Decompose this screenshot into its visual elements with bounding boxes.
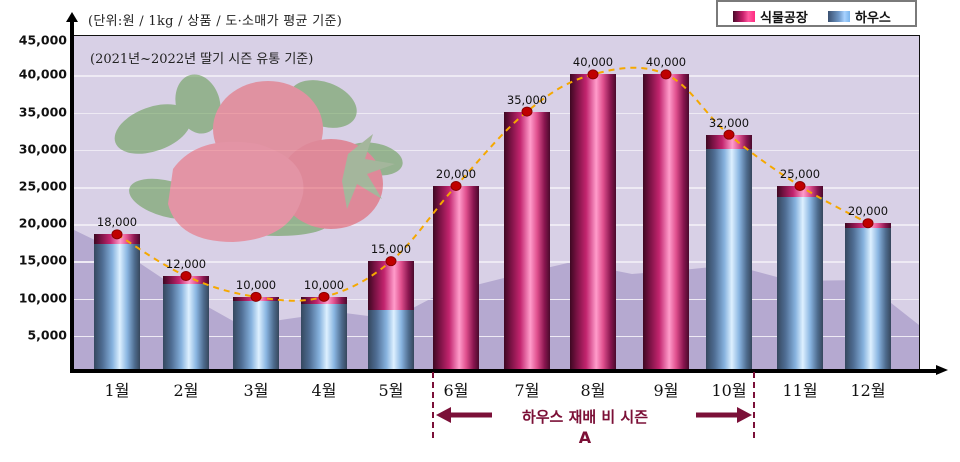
y-tick-label: 20,000: [18, 215, 67, 231]
bar-plant-factory: [570, 74, 616, 370]
value-label: 15,000: [370, 242, 412, 257]
value-label: 10,000: [235, 277, 277, 292]
bar-plant-factory: [643, 74, 689, 370]
bar-plant-factory: [163, 276, 209, 285]
value-label: 32,000: [708, 115, 750, 130]
month-label: 4월: [311, 381, 337, 400]
y-tick-label: 25,000: [18, 178, 67, 194]
value-label: 12,000: [165, 257, 207, 272]
month-label: 7월: [514, 381, 540, 400]
value-label: 18,000: [96, 215, 138, 230]
bar-house: [301, 304, 347, 370]
bar-house: [368, 310, 414, 370]
month-label: 12월: [850, 381, 886, 400]
right-arrow-icon: [696, 407, 752, 423]
month-label: 5월: [378, 381, 404, 400]
season-start-dashed-line: [432, 372, 434, 438]
bar-house: [845, 227, 891, 370]
left-arrow-icon: [436, 407, 492, 423]
x-axis-arrow-icon: [936, 365, 948, 375]
chart-legend: 식물공장 하우스: [716, 0, 917, 27]
value-label: 40,000: [645, 55, 687, 70]
gridline: [72, 335, 919, 338]
bar-house: [163, 284, 209, 370]
bar-plant-factory: [777, 186, 823, 198]
value-label: 35,000: [506, 92, 548, 107]
bar-house: [706, 148, 752, 370]
season-note: (2021년~2022년 딸기 시즌 유통 기준): [90, 52, 314, 67]
y-axis: [70, 20, 74, 372]
bar-plant-factory: [301, 296, 347, 305]
y-tick-label: 35,000: [18, 104, 67, 120]
y-axis-arrow-icon: [65, 12, 78, 22]
house-swatch: [828, 11, 850, 22]
y-tick-label: 15,000: [18, 252, 67, 268]
bar-plant-factory: [504, 111, 550, 370]
month-label: 9월: [653, 381, 679, 400]
legend-label-plant-factory: 식물공장: [760, 11, 808, 26]
x-axis: [70, 369, 938, 373]
bar-house: [94, 244, 140, 370]
month-label: 11월: [782, 381, 818, 400]
month-label: 3월: [243, 381, 269, 400]
unit-note: (단위:원 / 1kg / 상품 / 도·소매가 평균 기준): [88, 14, 343, 29]
plant-factory-swatch: [733, 11, 755, 22]
month-label: 1월: [104, 381, 130, 400]
value-label: 20,000: [435, 167, 477, 181]
bar-plant-factory: [368, 261, 414, 311]
value-label: 40,000: [572, 55, 614, 70]
legend-item-plant-factory: 식물공장: [733, 7, 808, 26]
value-label: 10,000: [303, 277, 345, 292]
legend-item-house: 하우스: [828, 7, 891, 26]
off-season-letter: A: [578, 428, 592, 447]
month-label: 6월: [443, 381, 469, 400]
bar-house: [233, 301, 279, 370]
month-label: 2월: [173, 381, 199, 400]
bar-plant-factory: [845, 223, 891, 228]
month-label: 10월: [711, 381, 747, 400]
value-label: 25,000: [779, 167, 821, 181]
bar-house: [777, 197, 823, 370]
off-season-label: 하우스 재배 비 시즌: [521, 408, 649, 426]
strawberry-image: [114, 74, 403, 242]
value-label: 20,000: [847, 204, 889, 219]
month-label: 8월: [580, 381, 606, 400]
y-tick-label: 45,000: [18, 32, 67, 48]
y-tick-label: 5,000: [27, 327, 67, 343]
bar-plant-factory: [233, 296, 279, 302]
season-end-dashed-line: [753, 372, 755, 438]
bar-plant-factory: [706, 134, 752, 149]
bar-plant-factory: [94, 234, 140, 245]
bar-plant-factory: [433, 186, 479, 370]
y-tick-label: 10,000: [18, 290, 67, 306]
y-tick-label: 40,000: [18, 66, 67, 82]
y-tick-label: 30,000: [18, 141, 67, 157]
legend-label-house: 하우스: [855, 11, 891, 26]
